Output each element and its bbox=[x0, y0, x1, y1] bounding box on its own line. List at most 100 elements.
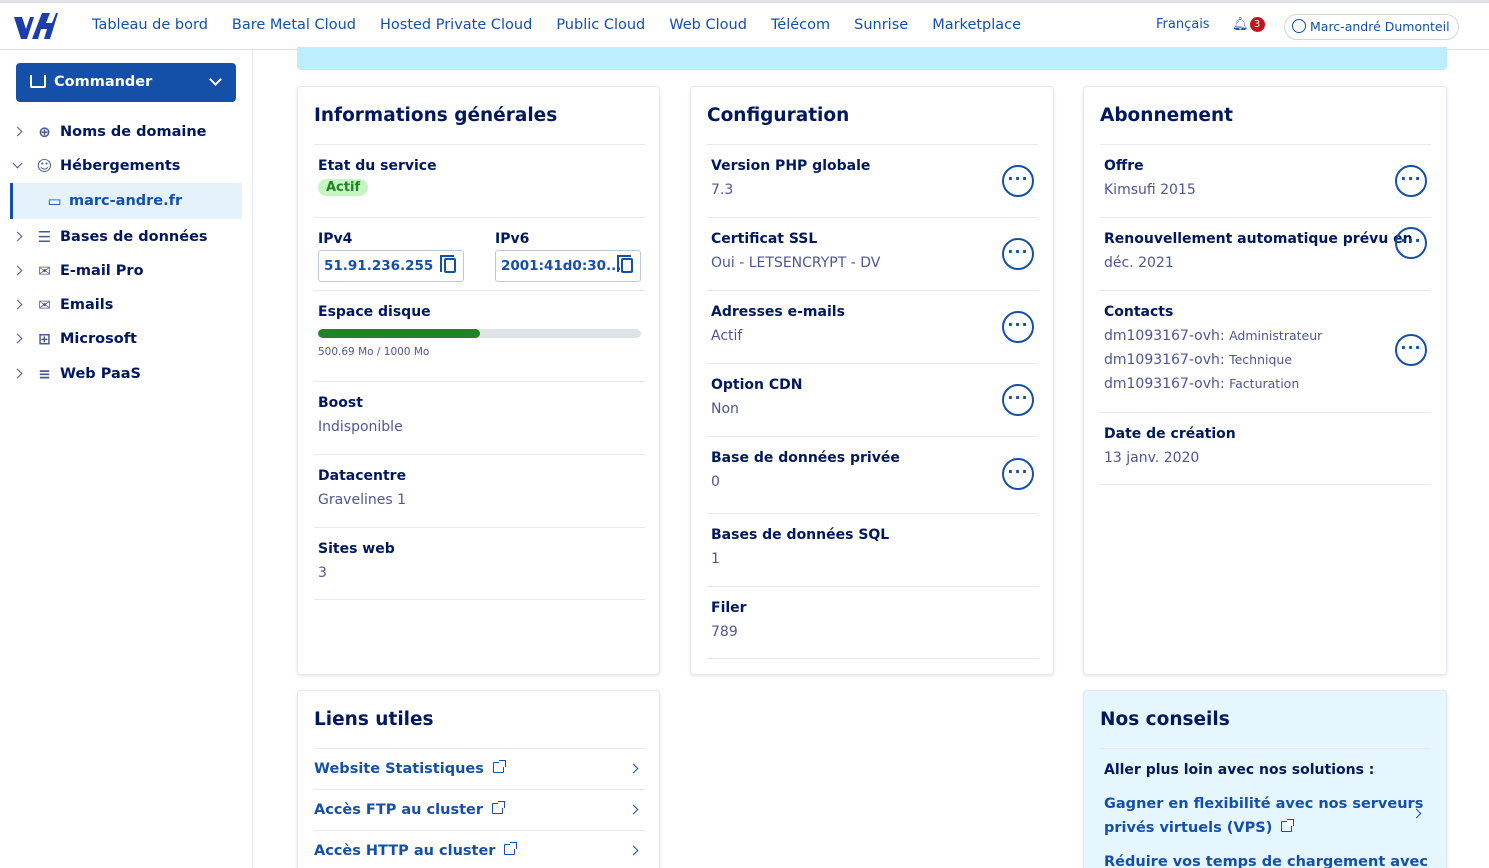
row-value: déc. 2021 bbox=[1104, 255, 1174, 271]
more-actions-button[interactable]: ··· bbox=[1395, 165, 1427, 197]
chevron-down-icon bbox=[209, 73, 222, 86]
link-text-line1: Gagner en flexibilité avec nos serveurs bbox=[1104, 796, 1424, 812]
nav-sunrise[interactable]: Sunrise bbox=[854, 17, 909, 33]
nav-hosted-private-cloud[interactable]: Hosted Private Cloud bbox=[379, 17, 533, 33]
sidebar-item-domains[interactable]: ⊕ Noms de domaine bbox=[0, 115, 242, 149]
sidebar-item-microsoft[interactable]: ⊞ Microsoft bbox=[0, 322, 242, 356]
row-value: 3 bbox=[318, 565, 327, 581]
external-link-icon bbox=[504, 842, 518, 855]
more-actions-button[interactable]: ··· bbox=[1002, 458, 1034, 490]
chevron-right-icon bbox=[12, 333, 23, 344]
row-label: IPv6 bbox=[495, 231, 530, 247]
more-actions-button[interactable]: ··· bbox=[1002, 384, 1034, 416]
user-menu-button[interactable]: Marc-andré Dumonteil bbox=[1284, 14, 1459, 40]
notification-count-badge: 3 bbox=[1249, 17, 1265, 32]
chevron-right-icon bbox=[628, 804, 639, 815]
nav-bare-metal-cloud[interactable]: Bare Metal Cloud bbox=[231, 17, 356, 33]
stack-icon: ≡ bbox=[38, 365, 51, 383]
row-label: Datacentre bbox=[318, 468, 407, 484]
server-icon: ▭ bbox=[47, 192, 62, 210]
chevron-right-icon bbox=[12, 126, 23, 137]
chevron-right-icon bbox=[12, 299, 23, 310]
more-actions-button[interactable]: ··· bbox=[1002, 238, 1034, 270]
advice-row: Aller plus loin avec nos solutions : Gag… bbox=[1100, 748, 1431, 868]
sidebar-item-marc-andre-fr[interactable]: ▭ marc-andre.fr bbox=[10, 183, 242, 219]
more-actions-button[interactable]: ··· bbox=[1002, 165, 1034, 197]
link-ftp-access[interactable]: Accès FTP au cluster bbox=[314, 789, 645, 830]
advice-subtitle: Aller plus loin avec nos solutions : bbox=[1104, 762, 1375, 778]
ipv6-field[interactable]: 2001:41d0:30... bbox=[495, 250, 641, 282]
contact-admin: dm1093167-ovh: Administrateur bbox=[1104, 328, 1322, 344]
sidebar-item-label: Emails bbox=[60, 297, 114, 313]
sidebar-item-databases[interactable]: ☰ Bases de données bbox=[0, 220, 242, 254]
contact-billing: dm1093167-ovh: Facturation bbox=[1104, 376, 1299, 392]
main-nav: Tableau de bord Bare Metal Cloud Hosted … bbox=[80, 3, 1033, 51]
external-link-icon bbox=[1281, 819, 1295, 832]
row-label: Bases de données SQL bbox=[711, 527, 890, 543]
chevron-right-icon bbox=[12, 265, 23, 276]
nav-tableau-de-bord[interactable]: Tableau de bord bbox=[92, 17, 208, 33]
row-label: Sites web bbox=[318, 541, 395, 557]
sidebar-item-web-paas[interactable]: ≡ Web PaaS bbox=[0, 357, 242, 391]
config-row-sql-db: Bases de données SQL 1 bbox=[707, 513, 1038, 586]
sidebar-item-email-pro[interactable]: ✉ E-mail Pro bbox=[0, 254, 242, 288]
link-label: Website Statistiques bbox=[314, 760, 506, 777]
config-row-filer: Filer 789 bbox=[707, 586, 1038, 659]
bell-icon: 🔔︎ bbox=[1232, 17, 1249, 32]
order-button-label: Commander bbox=[54, 74, 153, 90]
link-text-line2: privés virtuels (VPS) bbox=[1104, 820, 1273, 836]
sidebar-item-emails[interactable]: ✉ Emails bbox=[0, 288, 242, 322]
envelope-icon: ✉ bbox=[38, 262, 51, 280]
order-button[interactable]: Commander bbox=[16, 63, 236, 102]
card-title: Informations générales bbox=[314, 105, 558, 126]
progress-fill bbox=[318, 329, 480, 338]
nav-telecom[interactable]: Télécom bbox=[770, 17, 831, 33]
more-actions-button[interactable]: ··· bbox=[1395, 227, 1427, 259]
user-name: Marc-andré Dumonteil bbox=[1310, 19, 1450, 34]
service-state-row: Etat du service Actif bbox=[314, 144, 645, 217]
more-actions-button[interactable]: ··· bbox=[1395, 334, 1427, 366]
offer-row: Offre Kimsufi 2015 ··· bbox=[1100, 144, 1431, 217]
ip-row: IPv4 51.91.236.255 IPv6 2001:41d0:30... bbox=[314, 217, 645, 290]
link-text: Accès FTP au cluster bbox=[314, 802, 483, 818]
ipv4-value: 51.91.236.255 bbox=[324, 258, 434, 274]
chevron-down-icon bbox=[12, 158, 23, 169]
sidebar-item-label: Microsoft bbox=[60, 331, 137, 347]
sidebar-item-label: Hébergements bbox=[60, 158, 181, 174]
copy-icon[interactable] bbox=[440, 255, 456, 273]
row-label: Renouvellement automatique prévu en bbox=[1104, 231, 1413, 247]
row-label: Filer bbox=[711, 600, 747, 616]
contact-role: Administrateur bbox=[1229, 328, 1323, 343]
chevron-right-icon bbox=[12, 231, 23, 242]
card-title: Abonnement bbox=[1100, 105, 1233, 126]
sidebar-item-label: Bases de données bbox=[60, 229, 208, 245]
row-value: Kimsufi 2015 bbox=[1104, 182, 1196, 198]
row-value: 7.3 bbox=[711, 182, 734, 198]
more-actions-button[interactable]: ··· bbox=[1002, 311, 1034, 343]
row-value: Gravelines 1 bbox=[318, 492, 406, 508]
config-row-ssl: Certificat SSL Oui - LETSENCRYPT - DV ··… bbox=[707, 217, 1038, 290]
contact-role: Technique bbox=[1229, 352, 1293, 367]
link-http-access[interactable]: Accès HTTP au cluster bbox=[314, 830, 645, 868]
row-label: Option CDN bbox=[711, 377, 803, 393]
ipv4-field[interactable]: 51.91.236.255 bbox=[318, 250, 464, 282]
config-row-php: Version PHP globale 7.3 ··· bbox=[707, 144, 1038, 217]
nav-marketplace[interactable]: Marketplace bbox=[932, 17, 1022, 33]
nav-web-cloud[interactable]: Web Cloud bbox=[657, 3, 759, 51]
sidebar-item-label: Web PaaS bbox=[60, 366, 141, 382]
datacenter-row: Datacentre Gravelines 1 bbox=[314, 454, 645, 527]
contact-id: dm1093167-ovh: bbox=[1104, 352, 1225, 368]
notifications-button[interactable]: 🔔︎ 3 bbox=[1232, 17, 1265, 32]
ovh-logo[interactable] bbox=[12, 11, 58, 43]
copy-icon[interactable] bbox=[617, 255, 633, 273]
link-website-statistics[interactable]: Website Statistiques bbox=[314, 748, 645, 789]
row-value: 0 bbox=[711, 474, 720, 490]
sidebar-item-hosting[interactable]: ☺ Hébergements bbox=[0, 149, 242, 183]
advice-link-performance[interactable]: Réduire vos temps de chargement avec bbox=[1104, 854, 1428, 868]
card-title: Liens utiles bbox=[314, 709, 434, 730]
cart-icon bbox=[30, 75, 46, 88]
contact-tech: dm1093167-ovh: Technique bbox=[1104, 352, 1292, 368]
nav-public-cloud[interactable]: Public Cloud bbox=[556, 17, 646, 33]
advice-link-vps[interactable]: Gagner en flexibilité avec nos serveurs … bbox=[1104, 792, 1424, 840]
language-selector[interactable]: Français bbox=[1156, 17, 1210, 32]
